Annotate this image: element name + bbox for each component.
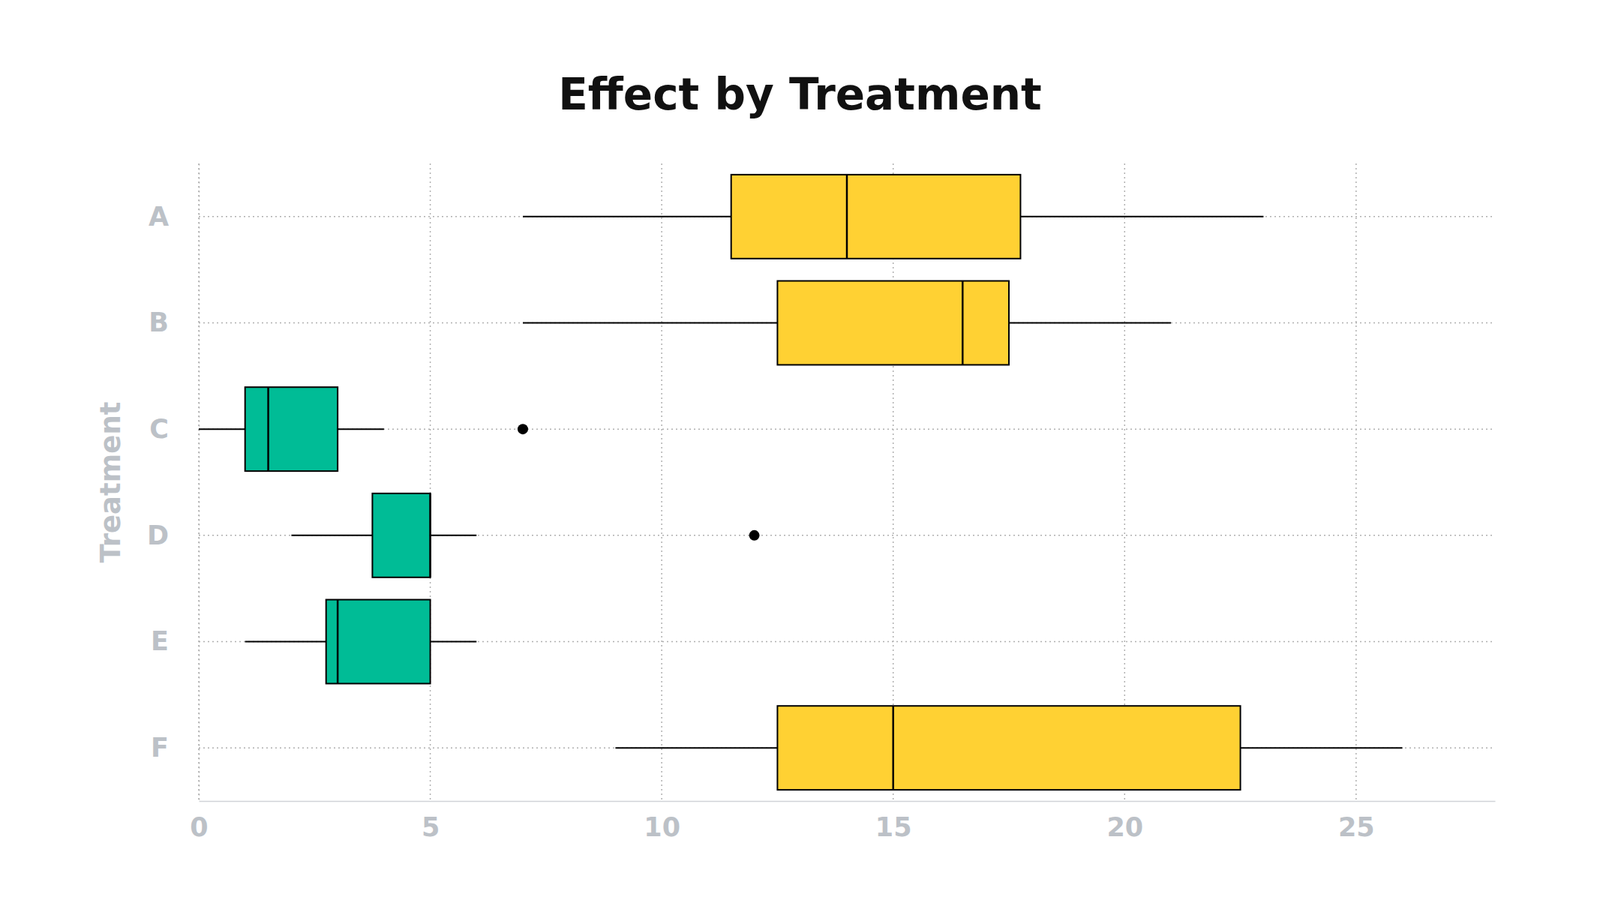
median <box>429 493 432 578</box>
box <box>245 387 338 472</box>
grid-line-x <box>1355 163 1357 802</box>
lower-whisker <box>615 747 778 749</box>
x-tick: 10 <box>643 801 681 843</box>
y-tick: B <box>148 307 199 338</box>
box <box>731 174 1021 259</box>
box-group <box>245 600 478 685</box>
box-group <box>615 705 1402 790</box>
x-tick: 25 <box>1338 801 1375 843</box>
y-tick: D <box>147 520 199 551</box>
y-tick: C <box>149 414 199 445</box>
outlier <box>749 530 760 541</box>
median <box>336 600 340 685</box>
box-group <box>522 281 1171 366</box>
x-tick-label: 0 <box>189 812 208 843</box>
y-tick-label: B <box>148 307 169 338</box>
y-tick: A <box>148 201 199 232</box>
lower-whisker <box>291 534 373 537</box>
y-axis: A B C D E F <box>147 164 200 802</box>
x-axis-line <box>199 801 1496 803</box>
upper-whisker <box>430 534 478 537</box>
x-tick-label: 10 <box>643 812 681 843</box>
box <box>777 281 1009 366</box>
y-axis-line <box>198 164 201 802</box>
x-tick-label: 25 <box>1338 812 1375 843</box>
chart: Effect by Treatment 0 5 10 15 20 25 A B C D E F Treat… <box>0 0 1600 900</box>
x-tick: 20 <box>1106 801 1144 843</box>
grid <box>198 163 1495 802</box>
x-tick: 0 <box>189 801 208 843</box>
y-tick-label: F <box>150 732 169 763</box>
median <box>961 281 964 366</box>
grid-line-x <box>660 163 663 802</box>
x-tick-label: 5 <box>421 812 440 843</box>
x-tick: 15 <box>875 801 913 843</box>
x-tick-label: 20 <box>1106 812 1144 843</box>
y-tick-label: D <box>147 520 169 551</box>
y-tick: E <box>150 626 199 657</box>
median <box>891 705 895 790</box>
title: Effect by Treatment <box>558 69 1042 121</box>
lower-whisker <box>522 322 778 325</box>
lower-whisker <box>198 428 246 430</box>
y-tick-label: A <box>148 201 169 232</box>
upper-whisker <box>1008 322 1171 325</box>
boxes <box>198 174 1403 790</box>
box-group <box>198 387 529 472</box>
box <box>777 705 1240 790</box>
x-axis: 0 5 10 15 20 25 <box>189 801 1495 843</box>
y-tick-label: C <box>149 414 169 445</box>
median <box>267 387 270 472</box>
upper-whisker <box>337 428 385 430</box>
median <box>846 174 849 259</box>
grid-line-y <box>198 428 1495 430</box>
y-tick-label: E <box>150 626 169 657</box>
outlier <box>517 423 529 435</box>
lower-whisker <box>522 216 732 218</box>
lower-whisker <box>245 641 327 643</box>
x-tick: 5 <box>421 801 440 843</box>
y-axis-title: Treatment <box>94 402 127 564</box>
box <box>372 493 430 578</box>
upper-whisker <box>1240 747 1403 749</box>
grid-line-x <box>429 163 432 802</box>
upper-whisker <box>430 641 478 643</box>
upper-whisker <box>1020 216 1264 218</box>
box-group <box>291 493 760 578</box>
x-tick-label: 15 <box>875 812 913 843</box>
box <box>326 600 431 685</box>
grid-line-x <box>198 163 200 802</box>
y-tick: F <box>150 732 199 763</box>
box-group <box>522 174 1264 259</box>
